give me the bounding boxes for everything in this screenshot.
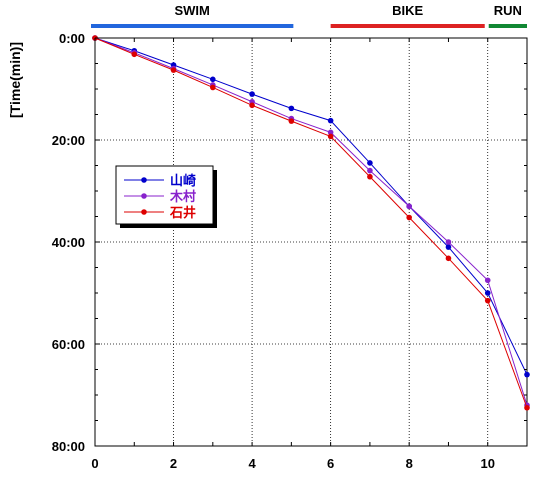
y-tick-label: 20:00	[52, 133, 85, 148]
segment-bars: SWIM BIKE RUN	[91, 3, 527, 28]
data-point	[327, 117, 334, 124]
legend-label: 石井	[169, 205, 196, 220]
y-tick-label: 80:00	[52, 439, 85, 454]
data-point	[367, 173, 373, 180]
legend-marker	[141, 193, 147, 199]
y-tick-label: 60:00	[52, 337, 85, 352]
legend-label: 木村	[169, 189, 196, 204]
data-point	[524, 371, 530, 378]
legend-marker	[141, 177, 147, 183]
legend-marker	[141, 209, 147, 215]
data-point	[327, 133, 334, 140]
data-point	[249, 91, 255, 97]
data-point	[288, 118, 295, 124]
axes: 0 2 4 6 8 10 0:00 20:00 40:00 60:00 80:00	[52, 31, 528, 471]
series-line	[94, 37, 528, 406]
x-tick-label: 4	[248, 456, 256, 471]
series-lines	[92, 35, 530, 411]
x-tick-label: 6	[327, 456, 334, 471]
data-point	[406, 214, 412, 221]
data-point	[210, 76, 216, 83]
data-point	[406, 203, 412, 210]
x-tick-label: 10	[480, 456, 494, 471]
data-point	[367, 160, 373, 166]
grid	[95, 38, 527, 446]
segment-label: SWIM	[174, 3, 209, 18]
y-axis-label: [Time(min)]	[7, 42, 23, 118]
data-point	[484, 277, 491, 284]
y-tick-label: 40:00	[52, 235, 85, 250]
data-point	[524, 404, 530, 411]
data-point	[484, 290, 491, 296]
legend-box	[115, 165, 214, 225]
legend-label: 山崎	[170, 173, 196, 188]
x-tick-label: 8	[406, 456, 413, 471]
data-point	[249, 102, 255, 109]
data-point	[288, 105, 295, 112]
series-line	[94, 37, 528, 375]
data-point	[445, 255, 452, 262]
x-tick-label: 2	[170, 456, 177, 471]
data-point	[445, 239, 452, 245]
data-point	[170, 67, 177, 73]
data-point	[445, 244, 452, 250]
data-point	[210, 84, 216, 91]
segment-label: BIKE	[392, 3, 423, 18]
series-line	[94, 37, 528, 408]
data-point	[131, 51, 138, 58]
segment-label: RUN	[494, 3, 522, 18]
data-point	[367, 167, 373, 174]
data-point	[484, 297, 491, 304]
x-tick-label: 0	[91, 456, 98, 471]
y-tick-label: 0:00	[59, 31, 85, 46]
data-point	[327, 129, 334, 136]
